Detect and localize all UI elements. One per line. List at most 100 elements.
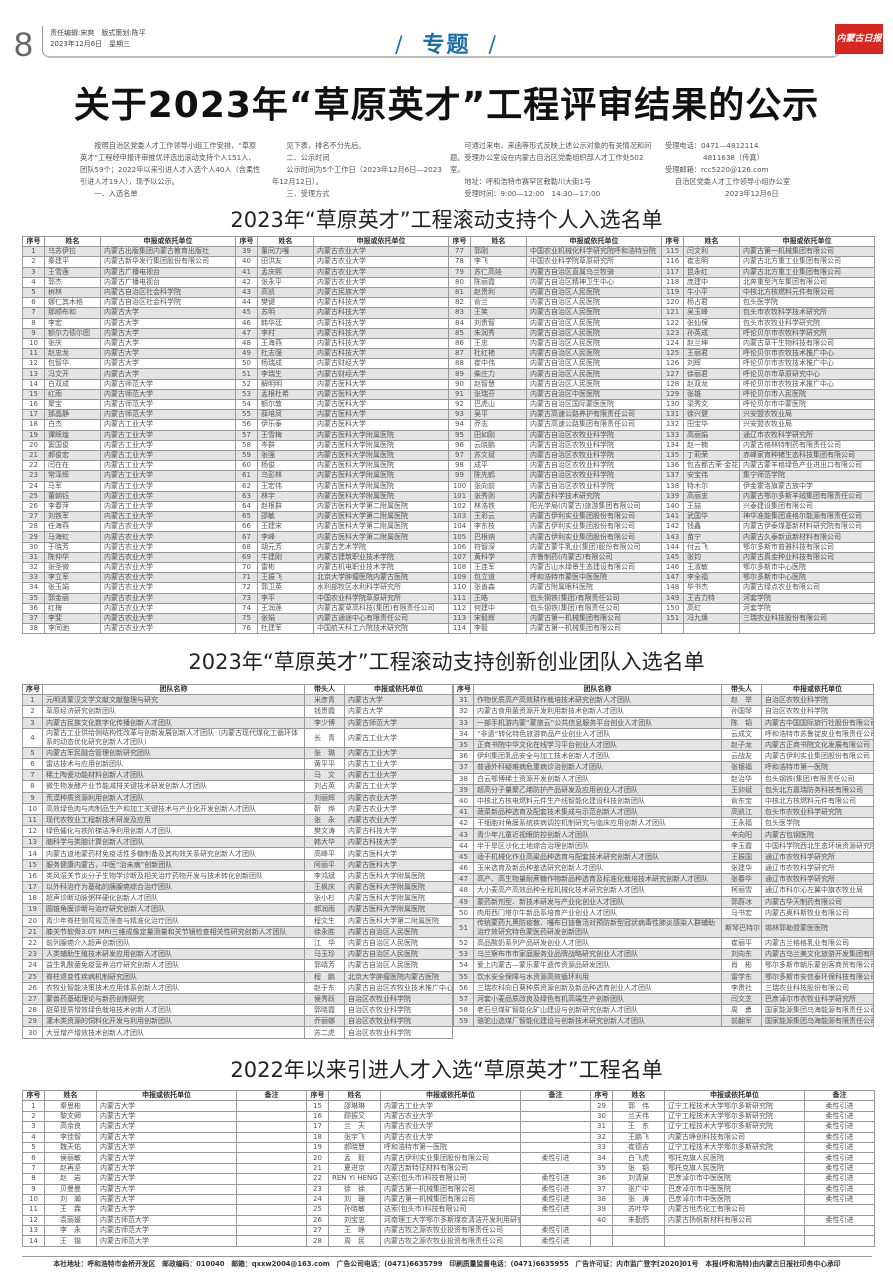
name-cell: 何建中 <box>470 602 527 614</box>
unit-cell: 内蒙古科技大学 <box>313 317 449 329</box>
unit-cell: 包头医学院 <box>761 817 874 830</box>
leader-cell: 高凯江 <box>721 806 762 819</box>
seq-cell: 60 <box>235 460 258 472</box>
newspaper-logo: 内蒙古日报 <box>835 24 883 54</box>
unit-cell: 内蒙古师范大学 <box>100 409 236 421</box>
team-name-cell: 骆驼山选煤厂智能化建设与创新技术研究创新人才团队 <box>473 1015 722 1028</box>
name-cell: 孟庆熙 <box>257 266 314 278</box>
seq-cell: 29 <box>590 1100 613 1112</box>
table-row: 38 白云鄂博稀土资源开发创新人才团队 赵治华 包头钢铁(集团)有限责任公司 <box>453 772 874 785</box>
intro-paragraph: 见下表，排名不分先后。 <box>286 141 366 150</box>
seq-cell: 43 <box>453 828 474 841</box>
name-cell: 闫在在 <box>44 460 101 472</box>
seq-cell: 24 <box>306 1193 329 1206</box>
seq-cell: 52 <box>235 378 258 390</box>
column-header: 申报或依托单位 <box>344 683 453 696</box>
seq-cell: 81 <box>448 286 471 299</box>
unit-cell: 包头市农牧业科学研究院 <box>739 317 875 329</box>
seq-cell: 13 <box>22 368 45 380</box>
name-cell: 王忠 <box>470 337 527 350</box>
note-cell: 柔性引进 <box>520 1193 591 1206</box>
seq-cell: 86 <box>448 337 471 350</box>
seq-cell: 20 <box>22 439 45 451</box>
unit-cell: 内蒙古农业大学 <box>100 572 236 584</box>
name-cell: 张玉娟 <box>44 582 101 594</box>
seq-cell: 45 <box>235 307 258 319</box>
seq-cell: 40 <box>235 256 258 268</box>
unit-cell: 北京大学肿瘤医院内蒙古医院 <box>313 572 449 584</box>
seq-cell: 28 <box>306 1235 329 1247</box>
seq-cell: 110 <box>448 582 471 594</box>
seq-cell: 149 <box>661 592 684 604</box>
unit-cell: 内蒙古大学 <box>96 1173 237 1185</box>
unit-cell: 内蒙古机电职业技术学院 <box>313 561 449 574</box>
unit-cell: 内蒙古大学 <box>344 694 453 707</box>
unit-cell: 内蒙古医科大学附属医院 <box>313 480 449 492</box>
leader-cell: 俞东宝 <box>721 794 762 808</box>
unit-cell: 内蒙古自治区农牧业技术推广中心 <box>344 981 453 994</box>
team-name-cell: 雷达技术与应用创新团队 <box>42 757 305 771</box>
note-cell: 柔性引进 <box>520 1173 591 1185</box>
unit-cell: 内蒙古师范大学 <box>96 1235 237 1247</box>
unit-cell: 内蒙古科技大学 <box>344 825 453 838</box>
team-name-cell: 元明清蒙汉文学文献文献整理与研究 <box>42 694 305 707</box>
team-name-cell: 人类辅助生殖技术研发应用创新人才团队 <box>42 948 305 961</box>
name-cell: 张向前 <box>470 480 527 492</box>
leader-cell: 雷学东 <box>721 970 762 983</box>
name-cell: 刘辉 <box>683 358 740 370</box>
seq-cell: 47 <box>453 873 474 886</box>
seq-cell: 64 <box>235 500 258 513</box>
unit-cell: 内蒙古医科大学附属医院 <box>313 490 449 502</box>
unit-cell: 内蒙古自治区人民医院 <box>344 936 453 950</box>
leader-cell: 肖 彬 <box>721 959 762 972</box>
name-cell: 王润莲 <box>257 602 314 614</box>
team-name-cell: 白云鄂博稀土资源开发创新人才团队 <box>473 772 722 785</box>
name-cell: 李全福 <box>683 572 740 584</box>
unit-cell: 内蒙古医科大学第二附属医院 <box>313 500 449 513</box>
name-cell: 田如刚 <box>470 429 527 441</box>
seq-cell: 19 <box>22 903 43 916</box>
column-header: 姓名 <box>328 1089 381 1102</box>
unit-cell: 内蒙古农业大学 <box>100 612 236 625</box>
team-name-cell: 三瑞农科向日葵种质资源创新及新品种选育创业人才团队 <box>473 981 722 994</box>
leader-cell: 刘向东 <box>721 948 762 961</box>
name-cell <box>683 623 740 635</box>
unit-cell: 内蒙古科技大学 <box>313 348 449 360</box>
seq-cell: 103 <box>448 511 471 523</box>
column-header: 序号 <box>22 1089 45 1102</box>
table-row: 28 甜菜提质增效绿色栽培技术创新人才团队 郭晓霞 自治区农牧业科学院 <box>22 1004 453 1017</box>
name-cell: 李宏 <box>44 317 101 329</box>
seq-cell: 46 <box>453 861 474 875</box>
name-cell: 兰天伟 <box>612 1110 665 1123</box>
seq-cell: 17 <box>22 880 43 894</box>
seq-cell: 49 <box>453 895 474 908</box>
name-cell: 李毅 <box>470 623 527 635</box>
unit-cell: 内蒙古自治区农牧业科学院 <box>526 449 662 462</box>
unit-cell: 内蒙古农业大学 <box>100 531 236 543</box>
table-row: 21 膝关节软骨3.0T MRI三维成像定量测量和关节镜检查相关性研究创新人才团队… <box>22 925 453 938</box>
seq-cell: 11 <box>22 813 43 827</box>
column-header: 带头人 <box>721 683 762 696</box>
table-row: 5 树林 内蒙古自治区社会科学院 43 高凯 内蒙古民族大学 81 赵贵利 内蒙古自治区人民医院… <box>22 286 875 299</box>
table-row: 17 那晶静 内蒙古师范大学 55 薛培凤 内蒙古医科大学 93 吴平 内蒙古高速公路养护有限责… <box>22 409 875 421</box>
name-cell: 巴虎山 <box>470 398 527 411</box>
seq-cell: 23 <box>22 948 43 961</box>
table-row: 3 内蒙古民族文化数字化传播创新人才团队 李少博 内蒙古师范大学 <box>22 716 453 729</box>
team-name-cell: 草原经济研究创新团队 <box>42 705 305 718</box>
seq-cell: 9 <box>22 327 45 339</box>
unit-cell: 内蒙古工业大学 <box>344 769 453 782</box>
note-cell <box>236 1110 307 1123</box>
unit-cell: 内蒙古大学 <box>100 307 236 319</box>
name-cell: 张宇飞 <box>328 1131 381 1143</box>
name-cell: 田宝华 <box>683 419 740 431</box>
name-cell: 毕书杰 <box>683 582 740 594</box>
seq-cell: 15 <box>22 388 45 401</box>
table-row: 18 超声诊断动脉粥样硬化创新人才团队 张小杉 内蒙古医科大学附属医院 <box>22 892 453 905</box>
unit-cell: 内蒙古自治区人民医院 <box>344 948 453 961</box>
seq-cell: 6 <box>22 297 45 309</box>
note-cell <box>520 1110 591 1123</box>
note-cell <box>236 1183 307 1195</box>
unit-cell: 内蒙古自治区人民医院 <box>344 925 453 938</box>
table-row: 1 秦思彬 内蒙古大学 15 邵琳琳 内蒙古工业大学 29 郭 伟辽宁工程技术大学鄂尔多斯研究… <box>22 1100 875 1112</box>
name-cell: 李春萍 <box>44 500 101 513</box>
